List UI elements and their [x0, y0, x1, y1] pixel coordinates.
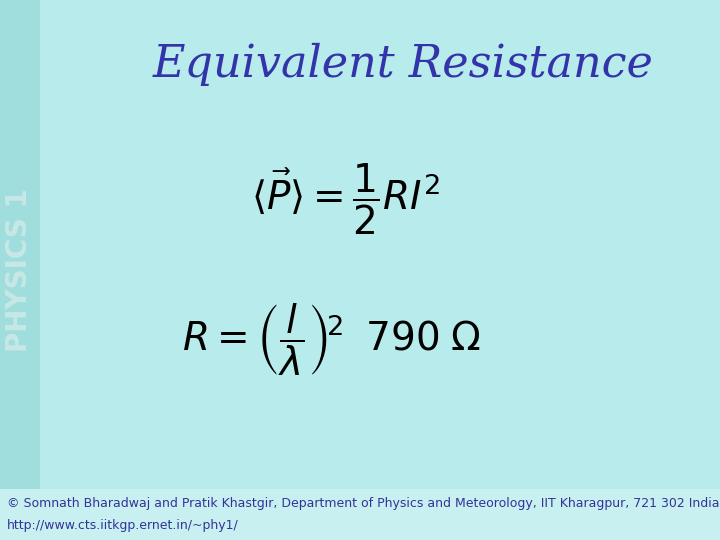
Text: © Somnath Bharadwaj and Pratik Khastgir, Department of Physics and Meteorology, : © Somnath Bharadwaj and Pratik Khastgir,…: [7, 497, 720, 510]
Text: Equivalent Resistance: Equivalent Resistance: [153, 43, 654, 86]
Text: $R = \left( \dfrac{l}{\lambda} \right)^{\!2} \;\; 790 \; \Omega$: $R = \left( \dfrac{l}{\lambda} \right)^{…: [181, 302, 481, 379]
FancyBboxPatch shape: [0, 0, 40, 540]
Text: $\langle \vec{P} \rangle = \dfrac{1}{2} R I^2$: $\langle \vec{P} \rangle = \dfrac{1}{2} …: [251, 162, 440, 238]
Text: http://www.cts.iitkgp.ernet.in/~phy1/: http://www.cts.iitkgp.ernet.in/~phy1/: [7, 519, 239, 532]
FancyBboxPatch shape: [0, 489, 720, 540]
Text: PHYSICS 1: PHYSICS 1: [6, 188, 33, 352]
